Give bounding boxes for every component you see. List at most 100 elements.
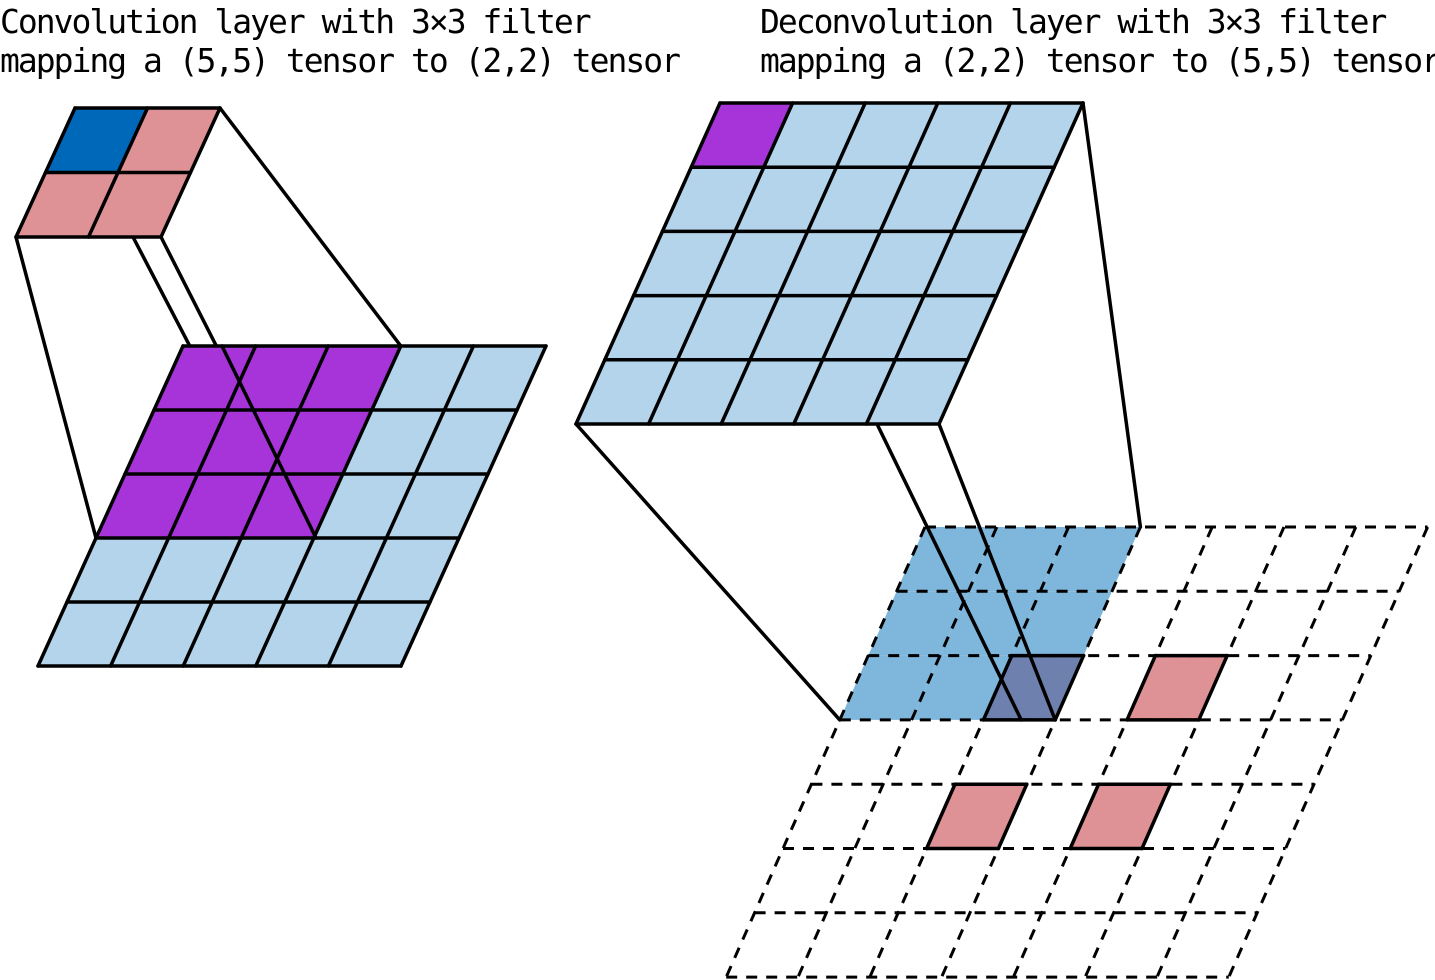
cell-outline	[1053, 653, 1086, 722]
input-cell	[924, 231, 1026, 296]
scattered-output-cell	[1127, 655, 1228, 720]
receptive-field-cell	[168, 474, 271, 538]
grid-line	[254, 344, 403, 668]
grid-line	[574, 101, 722, 426]
input-cell	[313, 474, 416, 538]
input-cell	[183, 602, 285, 666]
connector-line	[875, 422, 1023, 722]
filter-window-cell	[896, 527, 997, 592]
input-cell	[648, 359, 750, 424]
input-cell	[866, 359, 968, 424]
connector-line	[220, 344, 318, 540]
filter-window-cell	[968, 527, 1069, 592]
cell-outline	[1197, 653, 1229, 722]
input-cell	[981, 103, 1083, 168]
dashed-grid-line	[1155, 526, 1358, 978]
input-cell	[909, 103, 1011, 168]
input-cell	[38, 602, 140, 666]
deconvolution-title-line1: Deconvolution layer with 3×3 filter	[760, 2, 1387, 41]
dashed-grid-line	[1083, 526, 1286, 978]
grid-line	[108, 344, 258, 668]
scattered-output-cell	[1070, 784, 1171, 849]
dashed-grid-line	[940, 526, 1142, 978]
input-cell	[851, 231, 953, 296]
grid-line	[159, 106, 222, 239]
input-cell	[822, 295, 924, 360]
filter-window-cell	[868, 591, 969, 656]
input-cell	[750, 295, 852, 360]
receptive-field-cell	[197, 410, 300, 474]
grid-line	[399, 344, 548, 668]
dashed-grid-line	[1012, 526, 1214, 978]
dashed-grid-line	[868, 526, 1070, 978]
input-cell	[444, 346, 546, 410]
input-cell	[677, 295, 779, 360]
cell-outline	[996, 782, 1029, 851]
connector-line	[574, 422, 842, 722]
deconvolution-title: Deconvolution layer with 3×3 filter mapp…	[760, 2, 1435, 80]
output-cell	[118, 108, 220, 173]
receptive-field-cell	[125, 410, 227, 474]
input-cell	[662, 167, 764, 232]
input-cell	[328, 602, 430, 666]
cell-outline	[1068, 782, 1101, 851]
filter-window-cell	[1040, 527, 1141, 592]
grid-line	[326, 344, 476, 668]
grid-line	[646, 101, 795, 426]
input-cell	[67, 538, 169, 602]
output-cell	[88, 172, 191, 237]
grid-line	[792, 101, 940, 426]
dashed-grid-line	[724, 526, 927, 978]
receptive-field-cell	[299, 346, 401, 410]
active-output-cell	[45, 108, 148, 173]
grid-line	[937, 101, 1085, 426]
input-cell	[284, 538, 387, 602]
deconvolution-title-line2: mapping a (2,2) tensor to (5,5) tensor	[760, 41, 1435, 80]
cell-outline	[1140, 782, 1173, 851]
input-cell	[604, 295, 707, 360]
connector-line	[1081, 101, 1143, 529]
scattered-output-cell	[926, 784, 1027, 849]
input-cell	[110, 602, 213, 666]
cell-outline	[981, 653, 1014, 722]
filter-window-cell	[1011, 591, 1112, 656]
grid-line	[719, 101, 867, 426]
input-cell	[952, 167, 1055, 232]
input-cell	[255, 602, 358, 666]
dashed-grid-line	[1227, 526, 1429, 978]
output-cell	[16, 172, 118, 237]
cell-outline	[1125, 653, 1158, 722]
input-cell	[212, 538, 314, 602]
input-cell	[880, 167, 982, 232]
grid-line	[86, 106, 150, 239]
connector-line	[14, 235, 98, 540]
receptive-field-cell	[96, 474, 198, 538]
receptive-field-cell	[241, 474, 343, 538]
input-cell	[342, 410, 445, 474]
connector-line	[218, 106, 403, 348]
input-cell	[633, 231, 735, 296]
input-cell	[836, 103, 938, 168]
convolution-title-line1: Convolution layer with 3×3 filter	[0, 2, 592, 41]
grid-line	[864, 101, 1013, 426]
active-input-cell	[691, 103, 793, 168]
input-cell	[735, 167, 837, 232]
input-cell	[895, 295, 997, 360]
input-cell	[371, 346, 474, 410]
input-cell	[415, 410, 517, 474]
input-cell	[706, 231, 808, 296]
cell-outline	[924, 782, 957, 851]
input-cell	[357, 538, 459, 602]
filter-window-cell	[911, 655, 1012, 720]
input-cell	[793, 359, 896, 424]
grid-line	[36, 344, 185, 668]
input-cell	[721, 359, 823, 424]
grid-line	[181, 344, 330, 668]
input-cell	[763, 103, 866, 168]
input-cell	[778, 231, 881, 296]
input-cell	[807, 167, 909, 232]
receptive-field-cell	[270, 410, 372, 474]
connector-line	[937, 422, 1057, 722]
